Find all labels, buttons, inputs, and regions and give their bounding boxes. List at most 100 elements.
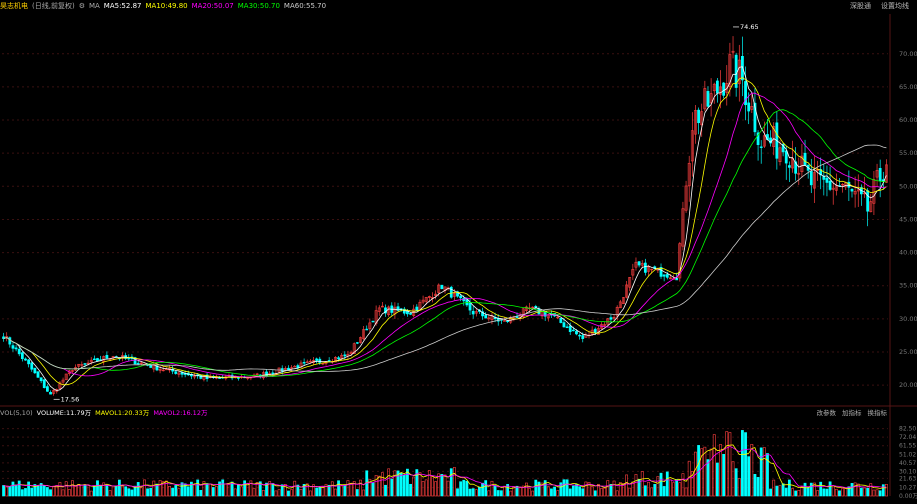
volume-bar — [121, 485, 124, 497]
volume-bar — [308, 490, 312, 497]
candle-body — [781, 144, 785, 153]
volume-bar — [64, 481, 68, 497]
volume-bar — [5, 486, 9, 497]
volume-bar — [828, 481, 832, 497]
candle-body — [352, 343, 356, 354]
candle-body — [618, 301, 622, 309]
volume-bar — [565, 479, 569, 497]
volume-bar — [39, 483, 43, 497]
volume-bar — [493, 485, 497, 497]
candle-body — [39, 377, 43, 382]
candle-body — [797, 172, 801, 175]
volume-bar — [359, 479, 362, 497]
candle-body — [581, 335, 585, 339]
volume-bar — [164, 480, 168, 497]
candle-body — [694, 110, 697, 135]
volume-bar — [415, 469, 419, 497]
candle-body — [869, 201, 873, 213]
volume-bar — [856, 483, 860, 497]
candle-body — [737, 59, 741, 85]
volume-bar — [161, 481, 165, 497]
volume-bar — [665, 471, 669, 497]
link-shenguton[interactable]: 深股通 — [850, 2, 871, 10]
candle-body — [371, 320, 375, 323]
candle-body — [515, 316, 519, 318]
price-tick-label: 50.00 — [899, 182, 917, 190]
volume-bar — [61, 489, 65, 497]
volume-bar — [252, 488, 256, 497]
volume-bar — [67, 489, 71, 497]
candle-body — [36, 371, 40, 378]
header-links: 深股通 设置均线 — [840, 0, 909, 12]
volume-bar — [130, 489, 134, 497]
volume-bar — [274, 490, 278, 497]
volume-bar — [362, 489, 365, 497]
candle-body — [415, 306, 419, 311]
volume-bar — [255, 482, 259, 497]
candle-body — [803, 152, 807, 166]
candle-body — [355, 342, 359, 344]
volume-bar — [509, 490, 513, 497]
candle-body — [459, 295, 463, 299]
candle-body — [437, 284, 441, 293]
volume-bar — [355, 489, 359, 497]
candle-body — [625, 284, 628, 298]
candle-body — [647, 266, 650, 272]
volume-bar — [265, 482, 268, 497]
volume-bar — [340, 485, 344, 497]
candle-body — [468, 302, 472, 311]
volume-bar — [240, 486, 243, 497]
volume-bar — [11, 481, 15, 497]
volume-bar — [825, 488, 829, 497]
volume-bar — [108, 490, 112, 497]
volume-bar — [406, 468, 409, 497]
volume-bar — [778, 485, 782, 497]
candle-body — [556, 316, 560, 319]
volume-header: VOL(5,10) VOLUME:11.79万 MAVOL1:20.33万 MAVOL… — [0, 407, 917, 419]
volume-bar — [791, 488, 794, 497]
volume-bar — [55, 485, 59, 497]
volume-bar — [872, 489, 876, 497]
volume-bar — [371, 482, 375, 497]
volume-bar — [20, 489, 24, 497]
volume-bar — [352, 481, 356, 497]
volume-bar — [803, 482, 807, 497]
candle-body — [174, 371, 178, 374]
volume-bar — [640, 471, 644, 497]
volume-bar — [277, 489, 281, 497]
price-tick-label: 60.00 — [899, 116, 917, 124]
candle-body — [628, 277, 632, 288]
volume-bar — [102, 482, 106, 497]
candle-body — [105, 354, 109, 359]
volume-bar — [83, 485, 87, 497]
volume-tick-label: 21.63 — [899, 475, 916, 482]
candle-body — [24, 358, 27, 361]
candle-body — [565, 326, 569, 328]
ma-label: MA — [88, 2, 100, 10]
candle-body — [92, 358, 96, 361]
candle-body — [161, 369, 165, 372]
candle-body — [149, 364, 153, 368]
volume-bar — [42, 485, 46, 497]
link-switch-indicator[interactable]: 换指标 — [867, 409, 888, 417]
candle-body — [700, 111, 704, 126]
volume-bar — [618, 482, 622, 497]
candle-body — [474, 311, 478, 314]
volume-bar — [700, 448, 704, 497]
link-ma-settings[interactable]: 设置均线 — [881, 2, 909, 10]
candle-body — [362, 329, 365, 340]
volume-bar — [8, 486, 12, 497]
volume-bar — [484, 480, 488, 497]
link-change-params[interactable]: 改参数 — [816, 409, 837, 417]
vol-label: VOL(5,10) — [0, 409, 33, 417]
volume-bar — [418, 472, 422, 497]
volume-bar — [196, 479, 200, 497]
volume-bar — [525, 482, 528, 497]
gear-icon[interactable]: ⚙ — [78, 2, 85, 10]
link-add-indicator[interactable]: 加指标 — [842, 409, 862, 417]
volume-bar — [546, 486, 550, 497]
candle-body — [631, 269, 635, 276]
volume-bar — [262, 489, 265, 497]
volume-bar — [393, 470, 397, 497]
